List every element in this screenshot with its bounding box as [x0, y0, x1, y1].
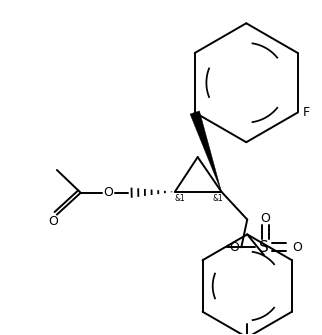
Text: S: S	[259, 240, 269, 255]
Text: O: O	[260, 212, 270, 225]
Text: &1: &1	[212, 194, 223, 203]
Text: O: O	[48, 215, 58, 228]
Text: &1: &1	[175, 194, 185, 203]
Text: O: O	[103, 186, 113, 199]
Text: O: O	[229, 241, 239, 254]
Text: O: O	[292, 241, 302, 254]
Text: F: F	[303, 106, 310, 119]
Polygon shape	[190, 111, 222, 192]
